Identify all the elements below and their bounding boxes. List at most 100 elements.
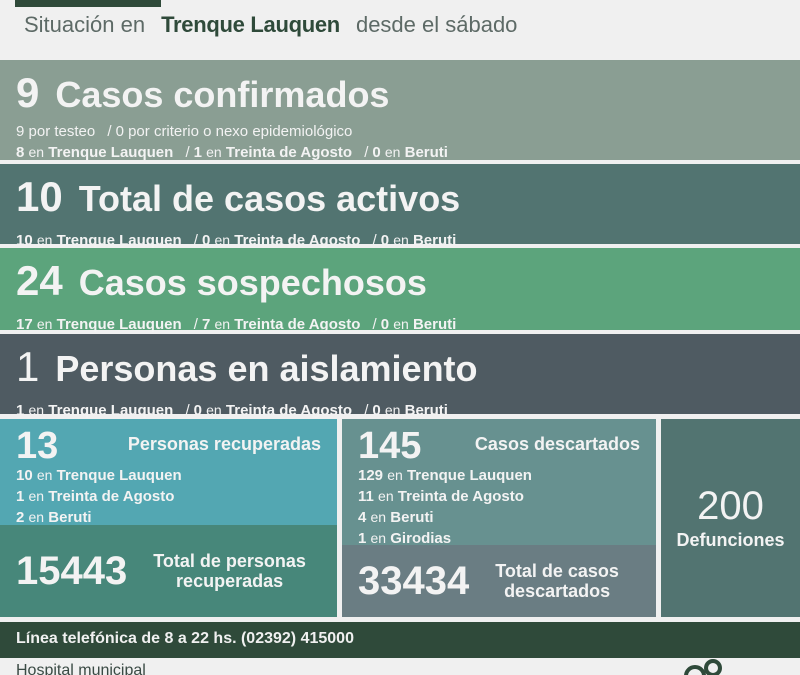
loc-place: Beruti bbox=[412, 316, 457, 333]
isolation-count: 1 bbox=[16, 343, 40, 390]
total-label-line: Total de casos bbox=[495, 561, 619, 581]
total-label-line: Total de personas bbox=[153, 551, 306, 571]
loc-en: en bbox=[393, 232, 409, 248]
loc-count: 0 bbox=[380, 316, 390, 333]
municipal-logo-icon bbox=[684, 659, 722, 675]
loc-en: en bbox=[28, 509, 45, 525]
isolation-location-breakdown: 1 en Trenque Lauquen /0 en Treinta de Ag… bbox=[16, 402, 448, 419]
loc-place: Treinta de Agosto bbox=[397, 488, 524, 505]
active-cases-panel: 10 Total de casos activos 10 en Trenque … bbox=[0, 164, 800, 249]
loc-count: 0 bbox=[372, 402, 381, 419]
confirmed-label: Casos confirmados bbox=[55, 74, 390, 115]
total-discarded-count: 33434 bbox=[358, 559, 470, 603]
recovered-location: 10 en Trenque Lauquen bbox=[16, 465, 321, 486]
active-location-breakdown: 10 en Trenque Lauquen /0 en Treinta de A… bbox=[16, 232, 457, 249]
headline-prefix: Situación en bbox=[24, 12, 146, 37]
loc-en: en bbox=[393, 316, 409, 332]
loc-count: 8 bbox=[16, 144, 25, 161]
confirmed-method-breakdown: 9 por testeo /0 por criterio o nexo epid… bbox=[16, 123, 353, 140]
loc-en: en bbox=[28, 488, 45, 504]
hospital-label: Hospital municipal bbox=[16, 662, 146, 675]
suspected-location-breakdown: 17 en Trenque Lauquen /7 en Treinta de A… bbox=[16, 316, 457, 333]
loc-en: en bbox=[370, 509, 387, 525]
loc-place: Beruti bbox=[404, 144, 448, 161]
loc-en: en bbox=[387, 467, 403, 483]
loc-en: en bbox=[370, 530, 387, 545]
loc-place: Treinta de Agosto bbox=[225, 402, 353, 419]
total-discarded-card: 33434 Total de casos descartados bbox=[342, 545, 656, 617]
loc-place: Treinta de Agosto bbox=[225, 144, 353, 161]
suspected-cases-panel: 24 Casos sospechosos 17 en Trenque Lauqu… bbox=[0, 248, 800, 333]
loc-count: 0 bbox=[380, 232, 390, 249]
loc-count: 17 bbox=[16, 316, 33, 333]
loc-en: en bbox=[28, 144, 45, 160]
loc-count: 1 bbox=[16, 488, 25, 505]
discarded-location: 1 en Girodias bbox=[358, 528, 640, 545]
loc-en: en bbox=[378, 488, 394, 504]
loc-count: 2 bbox=[16, 509, 25, 525]
loc-en: en bbox=[214, 316, 231, 332]
loc-count: 7 bbox=[201, 316, 211, 333]
loc-en: en bbox=[36, 316, 53, 332]
criterio-label: por criterio o nexo epidemiológico bbox=[128, 123, 353, 140]
loc-place: Girodias bbox=[390, 530, 452, 545]
loc-en: en bbox=[28, 402, 45, 418]
deaths-label: Defunciones bbox=[676, 529, 785, 550]
confirmed-count: 9 bbox=[16, 69, 40, 116]
isolation-panel: 1 Personas en aislamiento 1 en Trenque L… bbox=[0, 334, 800, 419]
loc-place: Beruti bbox=[390, 509, 434, 526]
total-recovered-label: Total de personas recuperadas bbox=[153, 551, 306, 591]
loc-place: Beruti bbox=[412, 232, 457, 249]
loc-count: 1 bbox=[16, 402, 25, 419]
suspected-label: Casos sospechosos bbox=[78, 262, 427, 303]
discarded-card: 145 Casos descartados 129 en Trenque Lau… bbox=[342, 419, 656, 545]
discarded-location: 129 en Trenque Lauquen bbox=[358, 465, 640, 486]
suspected-count: 24 bbox=[16, 257, 63, 304]
criterio-count: 0 bbox=[115, 123, 124, 140]
recovered-location: 2 en Beruti bbox=[16, 507, 321, 525]
loc-count: 0 bbox=[193, 402, 202, 419]
loc-en: en bbox=[36, 232, 53, 248]
loc-count: 4 bbox=[358, 509, 367, 526]
loc-en: en bbox=[206, 144, 222, 160]
discarded-location: 4 en Beruti bbox=[358, 507, 640, 528]
total-recovered-count: 15443 bbox=[16, 549, 128, 593]
loc-en: en bbox=[206, 402, 222, 418]
loc-place: Treinta de Agosto bbox=[48, 488, 175, 505]
headline-city: Trenque Lauquen bbox=[161, 12, 340, 37]
loc-place: Trenque Lauquen bbox=[48, 402, 174, 419]
loc-place: Beruti bbox=[48, 509, 92, 525]
confirmed-location-breakdown: 8 en Trenque Lauquen /1 en Treinta de Ag… bbox=[16, 144, 448, 161]
discarded-label: Casos descartados bbox=[474, 434, 640, 454]
page-headline: Situación en Trenque Lauquen desde el sá… bbox=[24, 12, 517, 42]
headline-suffix: desde el sábado bbox=[355, 12, 518, 37]
loc-en: en bbox=[384, 144, 401, 160]
isolation-label: Personas en aislamiento bbox=[55, 348, 478, 389]
total-recovered-card: 15443 Total de personas recuperadas bbox=[0, 525, 337, 617]
total-label-line: descartados bbox=[504, 581, 611, 601]
loc-count: 11 bbox=[358, 488, 374, 505]
loc-count: 10 bbox=[16, 232, 33, 249]
loc-place: Treinta de Agosto bbox=[234, 232, 361, 249]
recovered-label: Personas recuperadas bbox=[127, 434, 321, 454]
top-accent-bar bbox=[15, 0, 161, 7]
discarded-location: 11 en Treinta de Agosto bbox=[358, 486, 640, 507]
loc-count: 1 bbox=[193, 144, 202, 161]
recovered-count: 13 bbox=[16, 425, 59, 467]
loc-count: 0 bbox=[201, 232, 211, 249]
loc-place: Trenque Lauquen bbox=[48, 144, 174, 161]
loc-place: Trenque Lauquen bbox=[56, 467, 182, 484]
deaths-card: 200 Defunciones bbox=[661, 419, 800, 617]
loc-place: Treinta de Agosto bbox=[234, 316, 361, 333]
testeo-count: 9 bbox=[16, 123, 25, 140]
deaths-count: 200 bbox=[697, 483, 764, 528]
loc-count: 0 bbox=[372, 144, 381, 161]
loc-en: en bbox=[384, 402, 401, 418]
loc-en: en bbox=[214, 232, 231, 248]
loc-place: Beruti bbox=[404, 402, 448, 419]
loc-place: Trenque Lauquen bbox=[56, 232, 182, 249]
total-label-line: recuperadas bbox=[176, 571, 284, 591]
confirmed-cases-panel: 9 Casos confirmados 9 por testeo /0 por … bbox=[0, 60, 800, 161]
active-count: 10 bbox=[16, 173, 63, 220]
discarded-count: 145 bbox=[358, 425, 422, 467]
